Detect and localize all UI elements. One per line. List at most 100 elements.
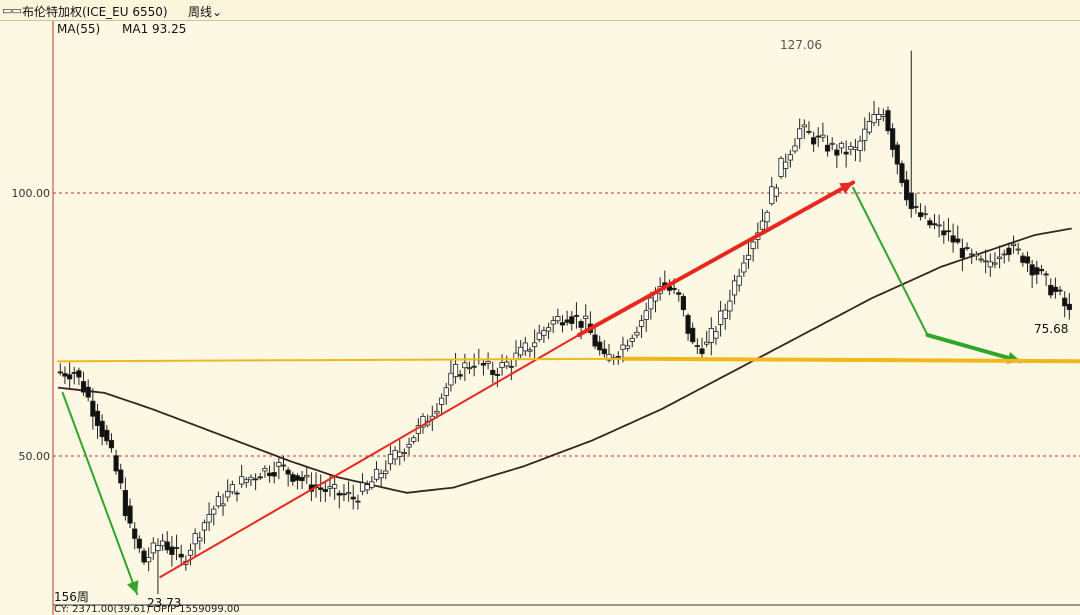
candle-up [871, 114, 877, 124]
candle-down [257, 476, 263, 479]
candle-up [387, 453, 394, 465]
candle-up [736, 275, 742, 286]
candle-down [494, 373, 501, 376]
candle-down [508, 365, 514, 368]
candle-down [299, 477, 305, 482]
candle-down [950, 235, 956, 243]
trend-line-support [57, 357, 627, 363]
candle-down [1048, 284, 1054, 296]
candle-up [522, 342, 528, 352]
candle-up [862, 128, 868, 141]
candle-up [866, 121, 873, 133]
candle-down [67, 374, 73, 380]
candlestick-series [57, 50, 1072, 595]
candle-down [90, 400, 96, 417]
candle-down [164, 541, 170, 551]
candle-up [638, 320, 645, 327]
candle-up [708, 328, 714, 343]
candle-down [564, 319, 570, 323]
candle-up [243, 479, 249, 483]
candle-up [327, 486, 333, 489]
candle-up [643, 310, 649, 320]
candle-down [899, 163, 905, 184]
candle-up [550, 320, 556, 325]
candle-up [220, 503, 226, 507]
candle-up [778, 157, 784, 177]
candle-up [159, 540, 166, 547]
candle-down [57, 371, 63, 374]
candle-down [927, 220, 933, 226]
candle-up [466, 367, 473, 370]
candle-up [973, 253, 979, 257]
candle-down [290, 474, 296, 482]
candle-down [834, 149, 840, 156]
candle-up [745, 254, 752, 260]
candle-down [104, 429, 110, 442]
candle-down [1020, 255, 1026, 263]
trend-arrowhead [839, 182, 854, 194]
candle-up [922, 213, 928, 216]
candle-up [848, 146, 854, 150]
candle-down [80, 381, 87, 393]
candle-down [294, 475, 301, 481]
candle-down [471, 365, 477, 368]
candle-up [499, 362, 505, 368]
candle-up [634, 331, 640, 336]
candle-down [1043, 273, 1049, 276]
candle-up [648, 297, 654, 310]
candle-up [438, 397, 445, 405]
trend-line-down [852, 186, 929, 337]
candle-down [336, 492, 342, 496]
candle-up [434, 410, 440, 414]
candle-down [694, 345, 700, 347]
candle-down [885, 110, 891, 132]
candle-down [85, 386, 91, 398]
trend-arrowhead [126, 580, 139, 595]
candle-down [699, 348, 705, 355]
candle-down [178, 553, 184, 558]
candle-down [1024, 256, 1031, 264]
candle-up [518, 346, 524, 356]
candle-down [592, 334, 598, 347]
candle-up [704, 341, 710, 345]
candle-down [917, 212, 924, 218]
ma1-value-legend: MA1 93.25 [122, 22, 186, 36]
candle-up [1001, 253, 1007, 256]
candle-down [601, 348, 607, 355]
candle-up [364, 484, 370, 491]
candle-up [359, 482, 366, 492]
price-chart[interactable]: MA(55) MA1 93.25 50.00 100.00 127.06 23.7… [0, 21, 1080, 615]
candle-down [355, 500, 361, 503]
trend-lines [57, 180, 1080, 596]
candle-down [234, 492, 240, 495]
candle-down [578, 321, 584, 328]
candle-up [211, 508, 217, 515]
candle-up [787, 154, 793, 161]
candle-down [908, 192, 914, 210]
candle-down [480, 362, 487, 366]
period-selector[interactable]: 周线⌄ [188, 3, 222, 20]
candle-up [936, 224, 942, 227]
ma-legend: MA(55) [57, 22, 100, 36]
candle-down [1006, 247, 1012, 256]
candle-down [62, 373, 68, 377]
bar-count-label: 156周 [54, 590, 89, 604]
candle-up [969, 253, 975, 256]
window-controls-icon[interactable]: ▭▭ [2, 4, 22, 17]
candle-down [559, 322, 566, 326]
y-tick-label: 100.00 [12, 187, 51, 200]
candle-down [1057, 289, 1063, 292]
low-price-label: 23.73 [147, 596, 181, 610]
candle-down [1066, 303, 1072, 310]
candle-up [206, 514, 212, 523]
candle-up [462, 362, 468, 369]
trend-line-up [159, 334, 580, 578]
candle-up [373, 468, 380, 480]
candle-up [718, 310, 724, 325]
candle-down [76, 370, 82, 378]
candle-down [690, 327, 696, 343]
candle-up [750, 241, 756, 250]
candle-up [383, 470, 389, 474]
candle-down [573, 315, 580, 317]
candle-up [731, 280, 738, 296]
